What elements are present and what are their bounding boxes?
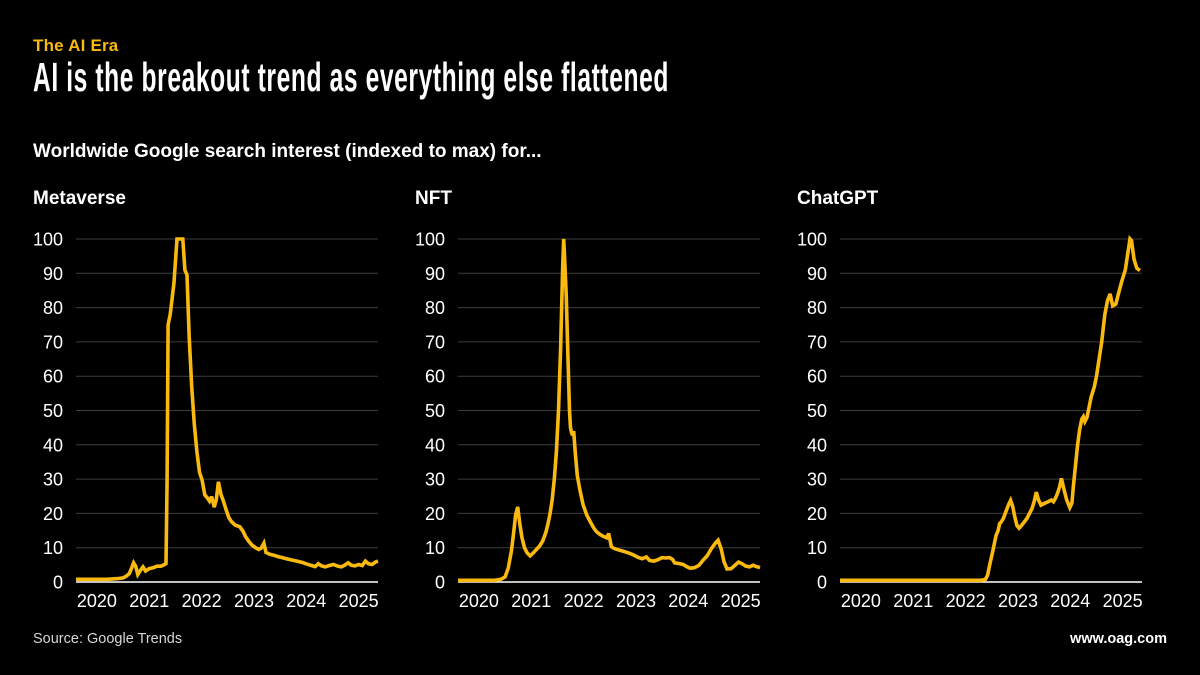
chart-plot: 0 10 20 30 40 50 60 70 80 90 100 2020 2021 2022 2023 20…: [415, 230, 761, 612]
y-tick-label: 60: [43, 367, 63, 387]
x-tick-label: 2021: [511, 591, 551, 611]
y-tick-label: 80: [43, 298, 63, 318]
y-tick-label: 60: [807, 367, 827, 387]
site-url: www.oag.com: [1070, 631, 1167, 647]
trend-line-metaverse: [76, 237, 379, 582]
y-tick-label: 60: [425, 367, 445, 387]
y-tick-label: 10: [43, 538, 63, 558]
chart-title: NFT: [415, 188, 452, 209]
y-tick-label: 0: [435, 573, 445, 593]
chart-plot: 0 10 20 30 40 50 60 70 80 90 100 2020 2021 2022 2023 20…: [33, 230, 379, 611]
x-tick-label: 2023: [616, 591, 656, 611]
y-tick-label: 100: [797, 230, 827, 250]
x-tick-label: 2020: [841, 591, 881, 611]
y-tick-label: 40: [43, 435, 63, 455]
chart-panel: Metaverse 0 10 20 30 40 50 60 70 80 90 100 2020 2021…: [33, 186, 415, 620]
trend-line-chatgpt: [840, 234, 1142, 583]
y-tick-label: 30: [43, 470, 63, 490]
source-note: Source: Google Trends: [33, 631, 183, 647]
y-tick-label: 10: [807, 538, 827, 558]
y-tick-label: 10: [425, 538, 445, 558]
footer: Source: Google Trends www.oag.com: [33, 631, 1167, 647]
x-tick-label: 2025: [721, 591, 761, 611]
charts-row: Metaverse 0 10 20 30 40 50 60 70 80 90 100 2020 2021…: [33, 186, 1179, 620]
page-title: AI is the breakout trend as everything e…: [33, 54, 1093, 100]
y-tick-label: 90: [425, 264, 445, 284]
x-tick-label: 2024: [668, 591, 708, 611]
y-tick-label: 70: [807, 332, 827, 352]
x-tick-label: 2024: [1050, 591, 1090, 611]
y-tick-label: 40: [425, 435, 445, 455]
y-tick-label: 30: [425, 470, 445, 490]
x-tick-label: 2025: [1103, 591, 1143, 611]
chart-title: ChatGPT: [797, 188, 879, 209]
y-tick-label: 70: [425, 332, 445, 352]
x-tick-label: 2020: [77, 591, 117, 611]
x-tick-label: 2021: [129, 591, 169, 611]
y-tick-label: 50: [425, 401, 445, 421]
y-tick-label: 0: [817, 573, 827, 593]
y-tick-label: 0: [53, 573, 63, 593]
page-title-text: AI is the breakout trend as everything e…: [33, 54, 670, 100]
x-tick-label: 2022: [564, 591, 604, 611]
y-tick-label: 20: [425, 504, 445, 524]
y-tick-label: 100: [33, 230, 63, 250]
chart-panel: NFT 0 10 20 30 40 50 60 70 80 90 100 2020 2021 2022 20…: [415, 186, 797, 620]
chart-title: Metaverse: [33, 188, 126, 209]
y-tick-label: 90: [807, 264, 827, 284]
y-tick-label: 50: [807, 401, 827, 421]
y-tick-label: 20: [43, 504, 63, 524]
y-tick-label: 100: [415, 230, 445, 250]
y-tick-label: 30: [807, 470, 827, 490]
subtitle: Worldwide Google search interest (indexe…: [33, 141, 542, 162]
x-tick-label: 2025: [339, 591, 379, 611]
kicker: The AI Era: [33, 36, 119, 55]
y-tick-label: 80: [807, 298, 827, 318]
x-tick-label: 2022: [946, 591, 986, 611]
chart-plot: 0 10 20 30 40 50 60 70 80 90 100 2020 2021 2022 2023 20…: [797, 230, 1143, 612]
y-tick-label: 20: [807, 504, 827, 524]
x-tick-label: 2020: [459, 591, 499, 611]
chart-panel: ChatGPT 0 10 20 30 40 50 60 70 80 90 100 2020 2021 20…: [797, 186, 1179, 620]
x-tick-label: 2022: [182, 591, 222, 611]
y-tick-label: 90: [43, 264, 63, 284]
trend-line-nft: [458, 238, 761, 583]
y-tick-label: 50: [43, 401, 63, 421]
y-tick-label: 40: [807, 435, 827, 455]
x-tick-label: 2023: [234, 591, 274, 611]
x-tick-label: 2021: [893, 591, 933, 611]
x-tick-label: 2023: [998, 591, 1038, 611]
x-tick-label: 2024: [286, 591, 326, 611]
y-tick-label: 80: [425, 298, 445, 318]
y-tick-label: 70: [43, 332, 63, 352]
